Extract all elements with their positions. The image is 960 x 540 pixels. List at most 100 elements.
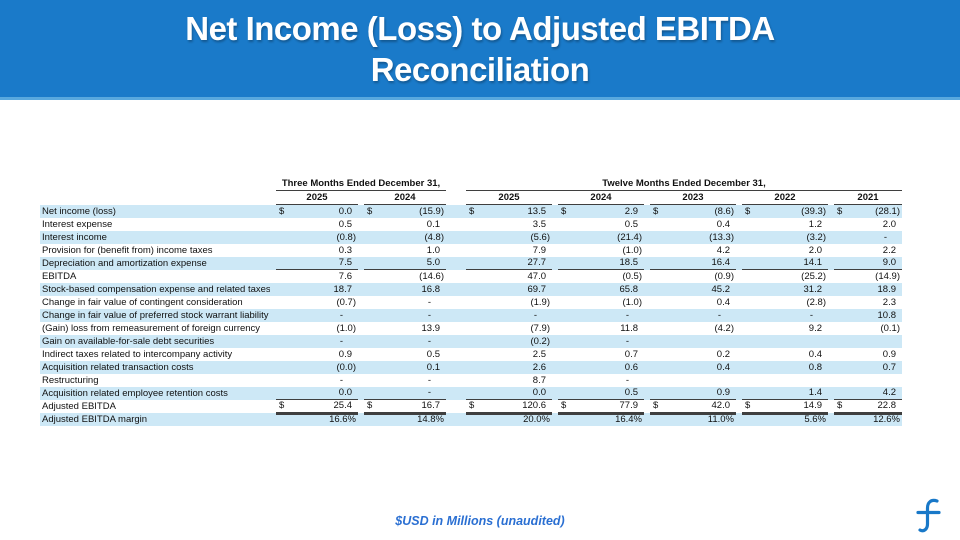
cell-value: -: [809, 310, 813, 321]
row-label: Change in fair value of preferred stock …: [42, 310, 269, 321]
cell-value: (3.2): [806, 232, 826, 243]
value-cell: (0.0): [276, 361, 358, 374]
cell-value: 7.5: [338, 257, 352, 268]
cell-value: (0.1): [880, 323, 900, 334]
cell-value: 0.0: [338, 206, 352, 217]
value-cell: 4.2: [650, 244, 736, 257]
value-cell: 31.2: [742, 283, 828, 296]
cell-value: 13.9: [421, 323, 441, 334]
value-cell: 5.6%: [742, 413, 828, 426]
row-label: Acquisition related transaction costs: [42, 362, 194, 373]
value-cell: 0.5: [558, 387, 644, 400]
row-label: Adjusted EBITDA margin: [42, 414, 148, 425]
value-cell: -: [364, 387, 446, 400]
value-cell: 2.2: [834, 244, 902, 257]
row-label: EBITDA: [42, 271, 77, 282]
value-cell: 5.0: [364, 257, 446, 270]
cell-value: 77.9: [619, 400, 639, 411]
table-year-row: 2025 2024 2025 2024 2023 2022 2021: [40, 191, 902, 205]
value-cell: (0.8): [276, 231, 358, 244]
cell-value: 16.4%: [615, 414, 642, 425]
cell-value: (4.2): [714, 323, 734, 334]
cell-value: -: [533, 310, 537, 321]
value-cell: (21.4): [558, 231, 644, 244]
value-cell: 1.4: [742, 387, 828, 400]
value-cell: 9.2: [742, 322, 828, 335]
cell-value: -: [427, 387, 431, 398]
value-cell: 2.0: [834, 218, 902, 231]
value-cell: 12.6%: [834, 413, 902, 426]
value-cell: (1.9): [466, 296, 552, 309]
cell-value: 2.9: [624, 206, 638, 217]
value-cell: $14.9: [742, 400, 828, 413]
value-cell: [742, 335, 828, 348]
value-cell: 4.2: [834, 387, 902, 400]
value-cell: (0.1): [834, 322, 902, 335]
cell-value: (0.8): [336, 232, 356, 243]
table-row: Interest expense 0.5 0.1 3.5 0.5 0.4 1.2 2.0: [40, 218, 902, 231]
value-cell: [742, 374, 828, 387]
value-cell: -: [364, 309, 446, 322]
table-row: Change in fair value of preferred stock …: [40, 309, 902, 322]
group-header: Twelve Months Ended December 31,: [466, 177, 902, 191]
value-cell: 0.5: [364, 348, 446, 361]
value-cell: 0.0: [466, 387, 552, 400]
cell-value: 5.0: [426, 257, 440, 268]
cell-value: -: [427, 297, 431, 308]
cell-value: 7.6: [338, 271, 352, 282]
cell-value: -: [427, 375, 431, 386]
value-cell: 0.2: [650, 348, 736, 361]
cell-value: 13.5: [527, 206, 547, 217]
year-header: 2021: [834, 191, 902, 205]
footnote: $USD in Millions (unaudited): [395, 514, 565, 528]
cell-value: 0.5: [426, 349, 440, 360]
cell-value: 0.7: [882, 362, 896, 373]
value-cell: $0.0: [276, 205, 358, 218]
cell-value: 12.6%: [873, 414, 900, 425]
cell-value: 5.6%: [804, 414, 826, 425]
value-cell: 16.4: [650, 257, 736, 270]
cell-value: -: [625, 375, 629, 386]
value-cell: 8.7: [466, 374, 552, 387]
year-header: 2024: [364, 191, 446, 205]
cell-value: 2.6: [532, 362, 546, 373]
value-cell: 16.6%: [276, 413, 358, 426]
value-cell: 9.0: [834, 257, 902, 270]
value-cell: 0.5: [276, 218, 358, 231]
cell-value: -: [717, 310, 721, 321]
cell-value: 2.0: [808, 245, 822, 256]
value-cell: 0.0: [276, 387, 358, 400]
cell-value: 0.7: [624, 349, 638, 360]
cell-value: -: [427, 336, 431, 347]
cell-value: 2.2: [882, 245, 896, 256]
cell-value: 0.6: [624, 362, 638, 373]
value-cell: 0.4: [742, 348, 828, 361]
cell-value: (0.5): [622, 271, 642, 282]
value-cell: (0.5): [558, 270, 644, 283]
cell-value: 14.9: [803, 400, 823, 411]
value-cell: 0.4: [650, 218, 736, 231]
value-cell: (4.2): [650, 322, 736, 335]
value-cell: 0.9: [834, 348, 902, 361]
dollar-sign: $: [367, 400, 373, 411]
cell-value: 27.7: [527, 257, 547, 268]
table-row: Acquisition related employee retention c…: [40, 387, 902, 400]
value-cell: 11.8: [558, 322, 644, 335]
cell-value: 9.0: [882, 257, 896, 268]
value-cell: $77.9: [558, 400, 644, 413]
value-cell: $13.5: [466, 205, 552, 218]
value-cell: 2.6: [466, 361, 552, 374]
value-cell: 69.7: [466, 283, 552, 296]
value-cell: [834, 374, 902, 387]
dollar-sign: $: [653, 400, 659, 411]
value-cell: (25.2): [742, 270, 828, 283]
value-cell: -: [834, 231, 902, 244]
row-label: Provision for (benefit from) income taxe…: [42, 245, 213, 256]
row-label: (Gain) loss from remeasurement of foreig…: [42, 323, 261, 334]
value-cell: (13.3): [650, 231, 736, 244]
cell-value: 0.1: [426, 219, 440, 230]
cell-value: -: [427, 310, 431, 321]
value-cell: 27.7: [466, 257, 552, 270]
cell-value: (1.9): [530, 297, 550, 308]
value-cell: -: [650, 309, 736, 322]
